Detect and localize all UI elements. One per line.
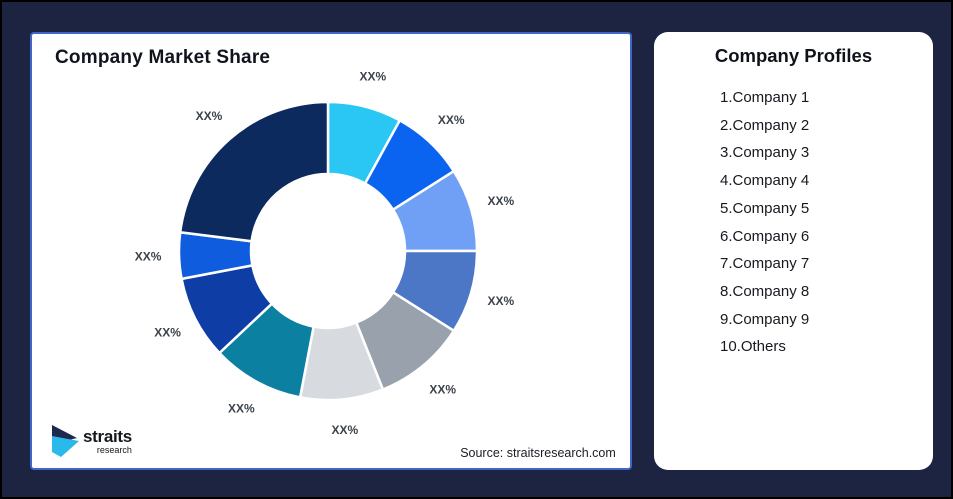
- straits-research-logo: straits research: [50, 424, 132, 458]
- profiles-title: Company Profiles: [714, 45, 873, 66]
- slice-value-label: XX%: [438, 113, 465, 127]
- company-list-item: 10.Others: [720, 338, 786, 356]
- slice-value-label: XX%: [228, 402, 255, 416]
- slice-value-label: XX%: [154, 326, 181, 340]
- company-list-item: 7.Company 7: [720, 255, 810, 273]
- company-list-item: 6.Company 6: [720, 227, 810, 245]
- company-list-item: 2.Company 2: [720, 116, 810, 134]
- market-share-card: Company Market Share XX% XX% XX% XX% XX% XX% X…: [30, 32, 632, 470]
- slice-value-label: XX%: [429, 383, 456, 397]
- company-list-item: 9.Company 9: [720, 310, 810, 328]
- company-list-item: 5.Company 5: [720, 199, 810, 217]
- slice-value-label: XX%: [488, 294, 515, 308]
- logo-subtext: research: [96, 444, 132, 455]
- company-list-item: 3.Company 3: [720, 144, 810, 162]
- slice-value-label: XX%: [135, 250, 162, 264]
- company-list-item: 8.Company 8: [720, 282, 810, 300]
- logo-text: straits research: [83, 426, 132, 455]
- company-list-item: 4.Company 4: [720, 172, 810, 190]
- company-profiles-card: Company Profiles 1.Company 1 2.Company 2 3…: [654, 32, 933, 470]
- company-list: 1.Company 1 2.Company 2 3.Company 3 4.Compa…: [654, 84, 933, 361]
- slice-value-label: XX%: [488, 194, 515, 208]
- chart-title: Company Market Share: [55, 47, 271, 68]
- slice-value-label: XX%: [196, 109, 223, 123]
- slice-value-label: XX%: [359, 70, 386, 84]
- slice-value-label: XX%: [332, 423, 359, 437]
- donut-chart: XX% XX% XX% XX% XX% XX% XX% XX% XX% XX%: [135, 70, 515, 438]
- company-list-item: 1.Company 1: [720, 89, 810, 106]
- straits-logo-icon: [52, 425, 79, 457]
- donut-slice-others: [178, 100, 330, 243]
- logo-wordmark: straits: [83, 426, 132, 446]
- source-attribution: Source: straitsresearch.com: [460, 446, 616, 460]
